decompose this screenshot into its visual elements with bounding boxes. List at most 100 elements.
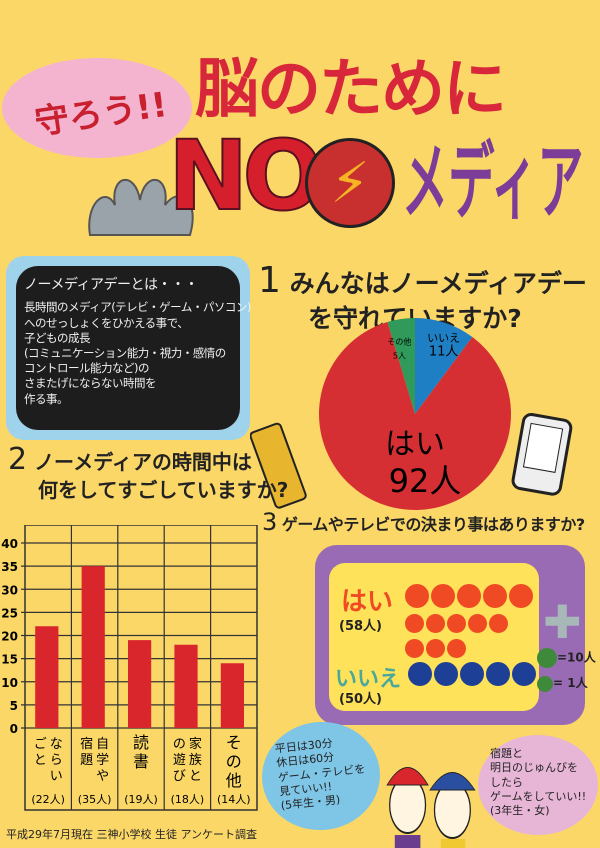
pie-value: 5人: [393, 352, 406, 361]
x-tick-label: び: [173, 769, 186, 784]
legend-small-dot-icon: [537, 675, 553, 692]
comment-line: 明日のじゅんびを: [490, 761, 578, 775]
x-tick-label: そ: [226, 733, 242, 752]
children-illustration-icon: [386, 767, 476, 848]
y-tick-label: 0: [10, 722, 18, 736]
big-dot: [509, 584, 533, 608]
bar-count-label: (35人): [78, 793, 112, 806]
bar-chart: 0 5 10 15 20 25 30 35 40 ならい ごと (22人) 自学や 宿題 (35人) 読書 (1…: [1, 525, 258, 811]
q2-number: 2: [8, 442, 28, 477]
bar: [220, 663, 245, 728]
footer-source: 平成29年7月現在 三神小学校 生徒 アンケート調査: [6, 828, 258, 841]
pie-value: 11人: [429, 345, 459, 360]
y-tick-label: 35: [1, 560, 18, 574]
bar: [174, 644, 198, 728]
bar: [128, 640, 152, 728]
x-tick-label: 書: [133, 752, 149, 771]
big-dot: [486, 662, 510, 686]
x-tick-label: 宿: [80, 736, 93, 752]
bar-count-label: (19人): [124, 793, 158, 806]
pie-slice: [387, 318, 415, 414]
x-tick-label: の: [173, 737, 186, 752]
y-tick-label: 40: [1, 537, 18, 551]
pie-label: その他: [387, 337, 411, 347]
small-dot: [405, 614, 424, 633]
legend-small: = 1人: [553, 676, 588, 690]
comment-line: ゲームをしていい!!: [490, 789, 587, 803]
slogan: 守ろう!!: [32, 84, 170, 144]
x-tick-label: 読: [133, 733, 149, 752]
x-tick-label: な: [50, 737, 63, 752]
big-dot: [408, 662, 432, 686]
hand-illustration-icon: [88, 179, 194, 236]
q3-text: ゲームやテレビでの決まり事はありますか?: [281, 515, 585, 534]
bar-count-label: (14人): [217, 793, 251, 806]
pie-slice: [319, 322, 511, 510]
title-media: メディア: [402, 133, 584, 231]
big-dot: [434, 662, 458, 686]
no-dots: [407, 661, 539, 691]
small-dot: [447, 639, 466, 658]
blackboard: ノーメディアデーとは・・・ 長時間のメディア(テレビ・ゲーム・パソコン) へのせ…: [6, 256, 251, 440]
question-2: 2 ノーメディアの時間中は何をしてすごしていますか?: [8, 445, 288, 505]
q3-number: 3: [262, 508, 277, 536]
x-tick-label: と: [189, 769, 202, 784]
comment-bubble-girl: 宿題と 明日のじゅんびを したら ゲームをしていい!! (3年生・女): [478, 735, 598, 835]
blackboard-line: 子どもの成長: [24, 330, 91, 345]
x-tick-label: 家: [189, 736, 202, 752]
pie-label: はい: [385, 427, 445, 462]
y-tick-label: 25: [1, 606, 18, 620]
q2-line1: ノーメディアの時間中は: [34, 450, 252, 474]
x-tick-label: い: [50, 769, 63, 784]
blackboard-line: さまたげにならない時間を: [24, 376, 157, 391]
y-tick-label: 10: [1, 676, 18, 690]
bar: [81, 566, 105, 728]
yes-count: (58人): [339, 619, 382, 634]
bar-count-label: (22人): [31, 793, 65, 806]
bar: [35, 626, 59, 728]
pie-value: 92人: [389, 462, 462, 500]
small-dot: [489, 614, 508, 633]
slogan-bubble: 守ろう!!: [2, 58, 192, 158]
q1-number: 1: [258, 260, 281, 301]
title-line1: 脳のために: [195, 53, 507, 127]
dpad-icon: ✚: [543, 595, 582, 649]
big-dot: [431, 584, 455, 608]
y-tick-label: 15: [1, 653, 18, 667]
big-dot: [457, 584, 481, 608]
small-dot: [426, 614, 445, 633]
x-tick-label: ご: [34, 736, 47, 752]
q1-line1: みんなはノーメディアデー: [289, 269, 587, 298]
game-console: はい (58人) いいえ (50人) ✚: [315, 545, 585, 725]
no-count: (50人): [339, 692, 382, 707]
x-tick-label: 遊: [173, 753, 186, 768]
small-dot: [426, 639, 445, 658]
no-label: いいえ: [335, 667, 402, 692]
x-tick-label: の: [226, 752, 242, 771]
pictogram-legend: =10人 = 1人: [537, 648, 596, 692]
x-tick-label: 学: [96, 752, 109, 768]
small-dot: [447, 614, 466, 633]
legend-big: =10人: [557, 650, 596, 665]
x-tick-label: 族: [189, 752, 202, 768]
y-tick-label: 30: [1, 583, 18, 597]
console-screen: はい (58人) いいえ (50人): [329, 563, 539, 711]
x-tick-label: や: [96, 769, 109, 784]
blackboard-line: (コミュニケーション能力・視力・感情の: [24, 345, 226, 360]
big-dot: [460, 662, 484, 686]
comment-line: したら: [490, 775, 523, 789]
big-dot: [512, 662, 536, 686]
x-tick-label: 題: [80, 753, 93, 768]
x-tick-label: 自: [96, 737, 109, 752]
big-dot: [483, 584, 507, 608]
small-dot: [468, 614, 487, 633]
legend-big-dot-icon: [537, 648, 557, 668]
pie-slice: [415, 318, 473, 414]
x-tick-label: と: [34, 753, 47, 768]
question-3: 3 ゲームやテレビでの決まり事はありますか?: [262, 508, 585, 536]
q2-line2: 何をしてすごしていますか?: [38, 478, 289, 502]
yes-dots: [404, 583, 534, 663]
y-tick-label: 5: [10, 699, 18, 713]
small-dot: [405, 639, 424, 658]
